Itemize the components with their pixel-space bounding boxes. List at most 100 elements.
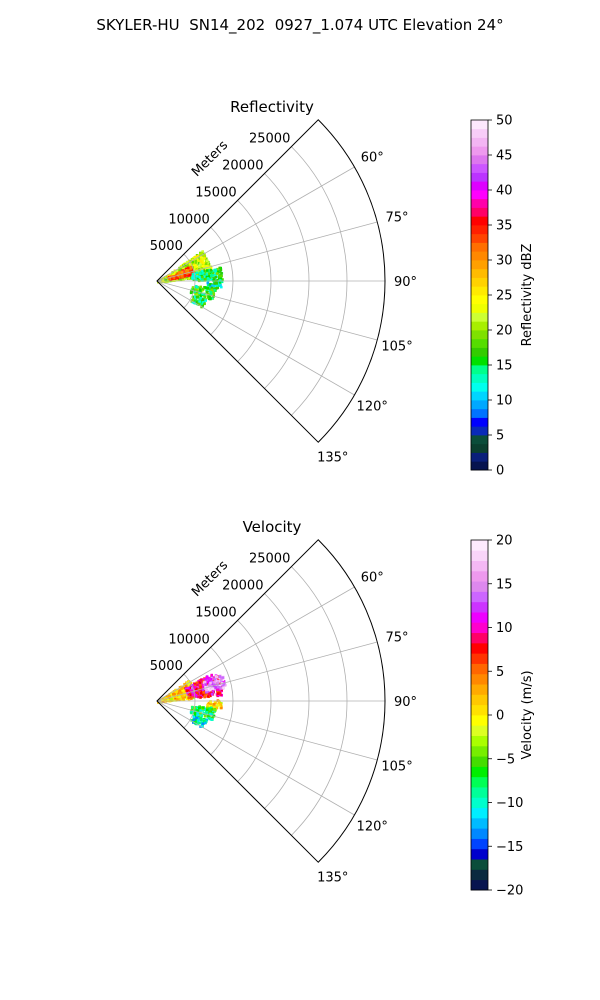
colorbar-tick-label: −20 xyxy=(496,884,523,899)
sector-frame xyxy=(156,119,386,443)
echo-gate xyxy=(187,680,191,683)
colorbar-band xyxy=(471,330,488,340)
echo-gate xyxy=(193,686,196,689)
echo-gate xyxy=(222,683,226,686)
echo-gate xyxy=(203,680,207,684)
echo-gate xyxy=(199,688,203,692)
echo-gate xyxy=(192,295,195,299)
echo-gate xyxy=(192,299,196,303)
echo-gate xyxy=(171,279,175,282)
colorbar-band xyxy=(471,163,488,173)
echo-gate xyxy=(218,270,222,273)
colorbar-tick-label: 15 xyxy=(496,359,513,374)
echo-gate xyxy=(198,690,201,694)
echo-gate xyxy=(179,697,182,700)
azimuth-spoke xyxy=(156,586,355,702)
echo-gate xyxy=(196,709,199,712)
echo-gate xyxy=(171,277,174,281)
echo-gate xyxy=(210,680,214,684)
echo-gate xyxy=(199,259,203,262)
colorbar-band xyxy=(471,347,488,357)
echo-gate xyxy=(218,686,221,689)
echo-gate xyxy=(210,286,214,290)
echo-gate xyxy=(209,297,212,301)
echo-gate xyxy=(168,695,172,698)
echo-gate xyxy=(211,716,214,720)
echo-gate xyxy=(209,278,212,281)
echo-gate xyxy=(221,278,224,281)
echo-gate xyxy=(216,692,220,695)
colorbar-tick-label: −10 xyxy=(496,796,523,811)
echo-gate xyxy=(216,267,219,271)
echo-gate xyxy=(206,261,209,265)
echo-gate xyxy=(181,275,184,279)
echo-gate xyxy=(201,259,204,262)
range-tick-label: 10000 xyxy=(168,212,209,227)
echo-gate xyxy=(208,295,211,298)
echo-region xyxy=(189,285,217,301)
echo-gate xyxy=(215,286,219,290)
echo-gate xyxy=(201,250,204,253)
echo-gate xyxy=(195,271,199,274)
echo-gate xyxy=(202,706,205,709)
echo-gate xyxy=(224,683,227,687)
echo-gate xyxy=(205,708,209,712)
echo-gate xyxy=(199,684,202,687)
colorbar-band xyxy=(471,417,488,427)
echo-gate xyxy=(217,693,221,697)
echo-gate xyxy=(185,265,189,268)
echo-gate xyxy=(182,266,186,269)
echo-gate xyxy=(190,695,194,698)
echo-gate xyxy=(173,698,176,702)
colorbar-band xyxy=(471,838,488,850)
echo-gate xyxy=(206,292,210,296)
figure-title: SKYLER-HU SN14_202 0927_1.074 UTC Elevat… xyxy=(96,16,504,34)
echo-gate xyxy=(188,274,191,277)
echo-gate xyxy=(178,271,181,274)
echo-gate xyxy=(198,275,201,279)
echo-gate xyxy=(220,285,223,289)
azimuth-tick-label: 75° xyxy=(386,211,409,226)
echo-gate xyxy=(189,267,193,270)
echo-gate xyxy=(210,678,213,681)
echo-gate xyxy=(220,706,223,710)
echo-gate xyxy=(185,261,189,265)
echo-gate xyxy=(209,703,213,706)
echo-gate xyxy=(198,269,202,273)
echo-gate xyxy=(185,689,189,692)
echo-gate xyxy=(203,265,206,269)
echo-gate xyxy=(207,263,211,266)
echo-gate xyxy=(191,275,195,278)
echo-gate xyxy=(220,705,223,708)
echo-gate xyxy=(210,274,213,277)
colorbar-tick-label: −15 xyxy=(496,840,523,855)
echo-gate xyxy=(219,268,223,271)
echo-gate xyxy=(189,688,193,692)
echo-gate xyxy=(213,289,216,292)
echo-gate xyxy=(203,295,207,299)
colorbar-tick-label: 5 xyxy=(496,429,504,444)
echo-gate xyxy=(202,258,205,261)
echo-gate xyxy=(203,721,207,725)
echo-gate xyxy=(202,693,205,696)
colorbar-band xyxy=(471,198,488,208)
echo-gate xyxy=(175,690,178,694)
echo-gate xyxy=(212,679,216,682)
echo-gate xyxy=(202,301,205,304)
echo-gate xyxy=(191,689,194,693)
echo-gate xyxy=(205,711,209,714)
colorbar-tick-label: 0 xyxy=(496,464,504,479)
echo-gate xyxy=(211,284,214,287)
echo-gate xyxy=(211,692,214,696)
colorbar-band xyxy=(471,570,488,582)
echo-gate xyxy=(209,688,212,692)
colorbar-band xyxy=(471,622,488,634)
echo-gate xyxy=(199,252,202,256)
colorbar-band xyxy=(471,225,488,235)
echo-gate xyxy=(215,704,219,708)
echo-gate xyxy=(199,266,203,270)
echo-gate xyxy=(209,694,212,698)
azimuth-tick-label: 90° xyxy=(394,695,417,710)
echo-gate xyxy=(220,677,223,681)
echo-gate xyxy=(202,275,206,278)
